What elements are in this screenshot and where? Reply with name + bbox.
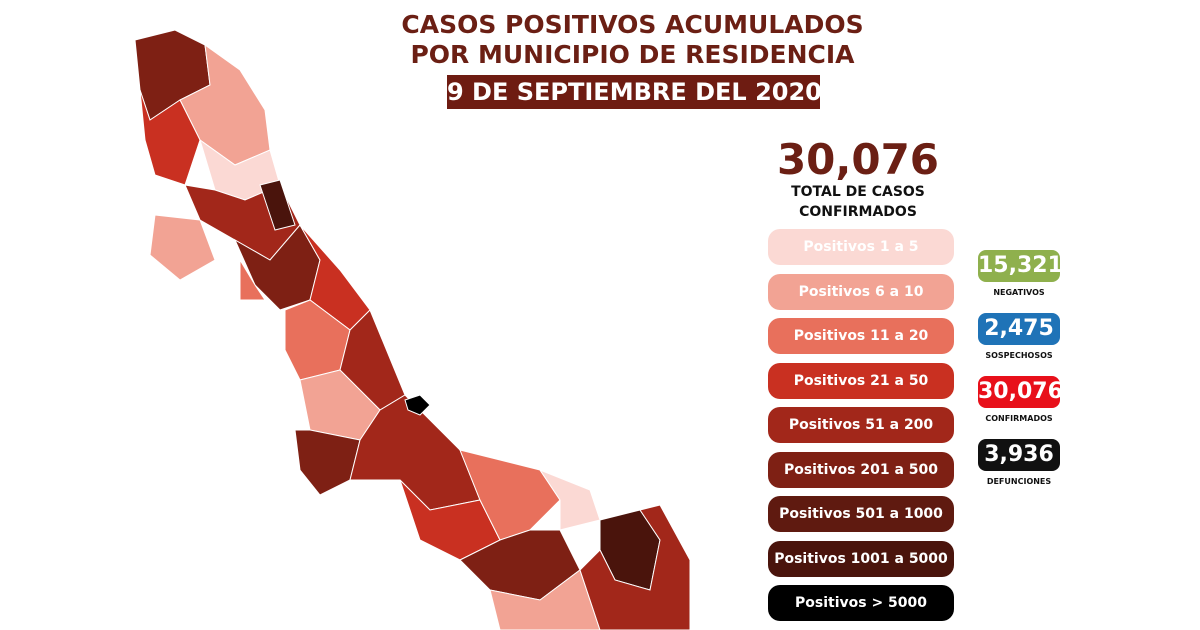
map-region (538, 468, 601, 531)
map-region (139, 89, 201, 186)
stat-label: CONFIRMADOS (985, 414, 1053, 423)
legend-item: Positivos 1 a 5 (768, 229, 954, 265)
legend-item: Positivos 11 a 20 (768, 318, 954, 354)
legend-item: Positivos 501 a 1000 (768, 496, 954, 532)
map-region (294, 429, 361, 496)
stat-value: 2,475 (978, 313, 1060, 345)
legend-item: Positivos 6 a 10 (768, 273, 954, 310)
legend-item: Positivos 21 a 50 (768, 362, 954, 399)
map-region (259, 179, 296, 231)
stat-label: DEFUNCIONES (986, 477, 1052, 486)
stat-value: 30,076 (978, 376, 1063, 408)
legend-item: Positivos 201 a 500 (768, 451, 954, 488)
title: CASOS POSITIVOS ACUMULADOS (401, 10, 864, 39)
total-value: 30,076 (776, 135, 940, 184)
map-region (404, 394, 431, 416)
title: POR MUNICIPIO DE RESIDENCIA (410, 40, 855, 69)
map-region (579, 504, 691, 630)
legend-item: Positivos 51 a 200 (768, 407, 954, 443)
total-label: CONFIRMADOS (799, 204, 917, 220)
legend-item: Positivos 1001 a 5000 (768, 540, 954, 577)
stat-value: 3,936 (978, 439, 1060, 471)
map (134, 29, 691, 630)
map-region (239, 258, 266, 301)
map-region (149, 214, 216, 281)
date: 9 DE SEPTIEMBRE DEL 2020 (447, 75, 822, 109)
stat-label: NEGATIVOS (993, 288, 1045, 297)
stat-value: 15,321 (978, 250, 1063, 282)
legend-item: Positivos > 5000 (768, 585, 954, 621)
total-label: TOTAL DE CASOS (791, 184, 925, 200)
stat-label: SOSPECHOSOS (985, 351, 1053, 360)
